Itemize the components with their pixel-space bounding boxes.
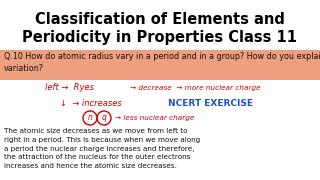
Text: q: q <box>101 114 107 123</box>
Text: The atomic size decreases as we move from left to
right in a period. This is bec: The atomic size decreases as we move fro… <box>4 128 200 169</box>
Text: Classification of Elements and: Classification of Elements and <box>35 12 285 27</box>
Bar <box>0 50 320 80</box>
Text: → less nuclear charge: → less nuclear charge <box>115 115 194 121</box>
Text: left →  Ryes: left → Ryes <box>45 84 94 93</box>
Text: NCERT EXERCISE: NCERT EXERCISE <box>168 98 253 107</box>
Text: → decrease  → more nuclear charge: → decrease → more nuclear charge <box>130 85 260 91</box>
Text: Periodicity in Properties Class 11: Periodicity in Properties Class 11 <box>22 30 298 45</box>
Text: n: n <box>88 114 92 123</box>
Text: Q.10 How do atomic radius vary in a period and in a group? How do you explain th: Q.10 How do atomic radius vary in a peri… <box>4 52 320 73</box>
Text: ↓  → increases: ↓ → increases <box>60 98 122 107</box>
